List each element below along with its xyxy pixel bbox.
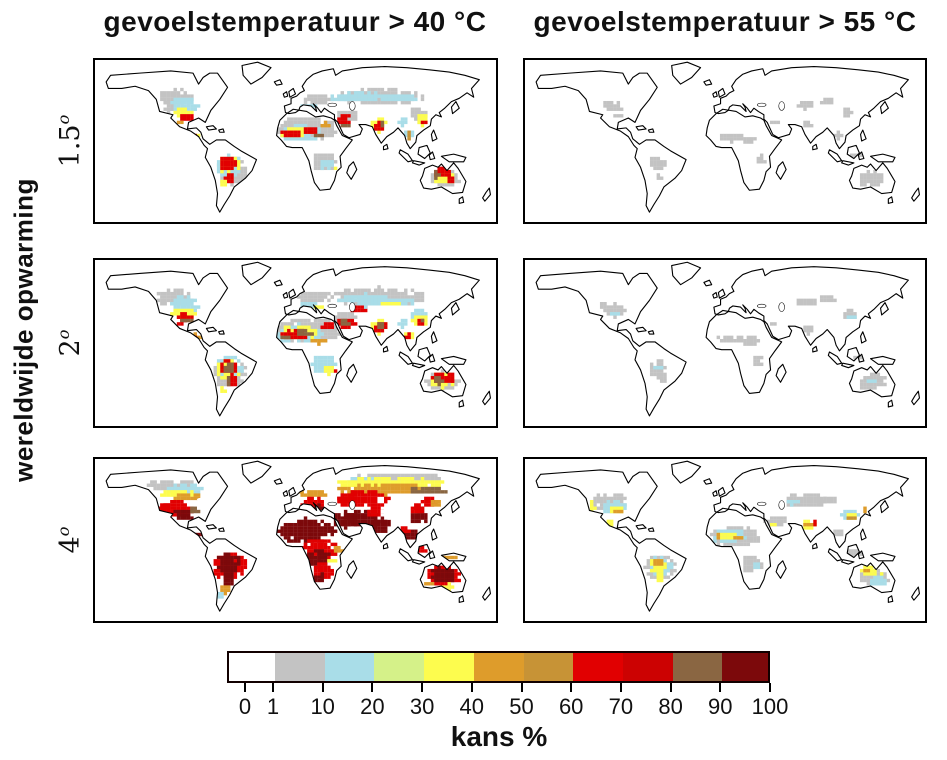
colorbar-tick xyxy=(570,683,573,692)
colorbar-tick-label: 100 xyxy=(751,694,789,719)
colorbar-tick xyxy=(619,683,622,692)
colorbar-segment xyxy=(275,653,326,681)
row-label-value: 2 xyxy=(55,339,86,357)
map-panel-2deg-40c xyxy=(93,258,498,428)
probability-cells xyxy=(603,97,884,187)
colorbar-tick xyxy=(769,683,771,692)
colorbar-gradient xyxy=(227,651,770,683)
probability-cells xyxy=(146,473,461,609)
colorbar-tick-label: 20 xyxy=(360,694,385,719)
colorbar-tick xyxy=(321,683,324,692)
colorbar-tick xyxy=(421,683,424,692)
colorbar-segment xyxy=(573,653,624,681)
colorbar-tick xyxy=(719,683,722,692)
colorbar-segment xyxy=(229,653,275,681)
colorbar-segment xyxy=(374,653,425,681)
row-label-1p5: 1.5o xyxy=(54,115,86,168)
row-label-4: 4o xyxy=(54,527,86,554)
colorbar-segment xyxy=(523,653,574,681)
colorbar: 0 1 10 20 30 40 50 60 70 80 90 100 xyxy=(227,651,788,719)
colorbar-tick-label: 40 xyxy=(459,694,485,719)
map-panel-4deg-40c xyxy=(93,457,498,623)
probability-cells xyxy=(589,493,891,586)
colorbar-segment xyxy=(473,653,524,681)
colorbar-tick-label: 10 xyxy=(310,694,335,719)
degree-superscript: o xyxy=(54,329,73,340)
map-panel-2deg-55c xyxy=(523,258,927,428)
row-label-value: 4 xyxy=(55,536,86,554)
colorbar-tick-label: 30 xyxy=(409,694,435,719)
colorbar-segment xyxy=(424,653,475,681)
colorbar-segment xyxy=(672,653,723,681)
column-title-40c: gevoelstemperatuur > 40 °C xyxy=(103,6,487,37)
map-panel-1p5deg-55c xyxy=(523,58,927,224)
map-panel-1p5deg-40c xyxy=(93,58,498,224)
colorbar-tick xyxy=(371,683,374,692)
degree-superscript: o xyxy=(54,114,73,125)
colorbar-segment xyxy=(324,653,375,681)
probability-cells xyxy=(160,87,461,187)
y-axis-label: wereldwijde opwarming xyxy=(8,178,39,482)
colorbar-segment xyxy=(722,653,768,681)
column-title-55c: gevoelstemperatuur > 55 °C xyxy=(533,6,917,37)
colorbar-tick xyxy=(272,683,274,692)
colorbar-tick-label: 60 xyxy=(558,694,584,719)
map-panel-4deg-55c xyxy=(523,457,927,623)
probability-cells xyxy=(156,285,461,393)
row-label-value: 1.5 xyxy=(55,124,86,168)
colorbar-tick-label: 90 xyxy=(708,694,733,719)
colorbar-tick-label: 80 xyxy=(658,694,683,719)
colorbar-tick xyxy=(470,683,473,692)
colorbar-tick-label: 1 xyxy=(266,694,280,719)
degree-superscript: o xyxy=(54,526,73,537)
colorbar-tick-label: 0 xyxy=(238,694,252,719)
colorbar-tick xyxy=(669,683,672,692)
colorbar-segment xyxy=(622,653,674,681)
colorbar-tick xyxy=(244,683,246,692)
probability-cells xyxy=(599,295,887,390)
colorbar-tick-label: 70 xyxy=(608,694,634,719)
colorbar-tick-label: 50 xyxy=(509,694,534,719)
colorbar-title: kans % xyxy=(450,721,548,752)
row-label-2: 2o xyxy=(54,330,86,357)
colorbar-axis: 0 1 10 20 30 40 50 60 70 80 90 100 xyxy=(227,683,788,723)
colorbar-tick xyxy=(520,683,523,692)
